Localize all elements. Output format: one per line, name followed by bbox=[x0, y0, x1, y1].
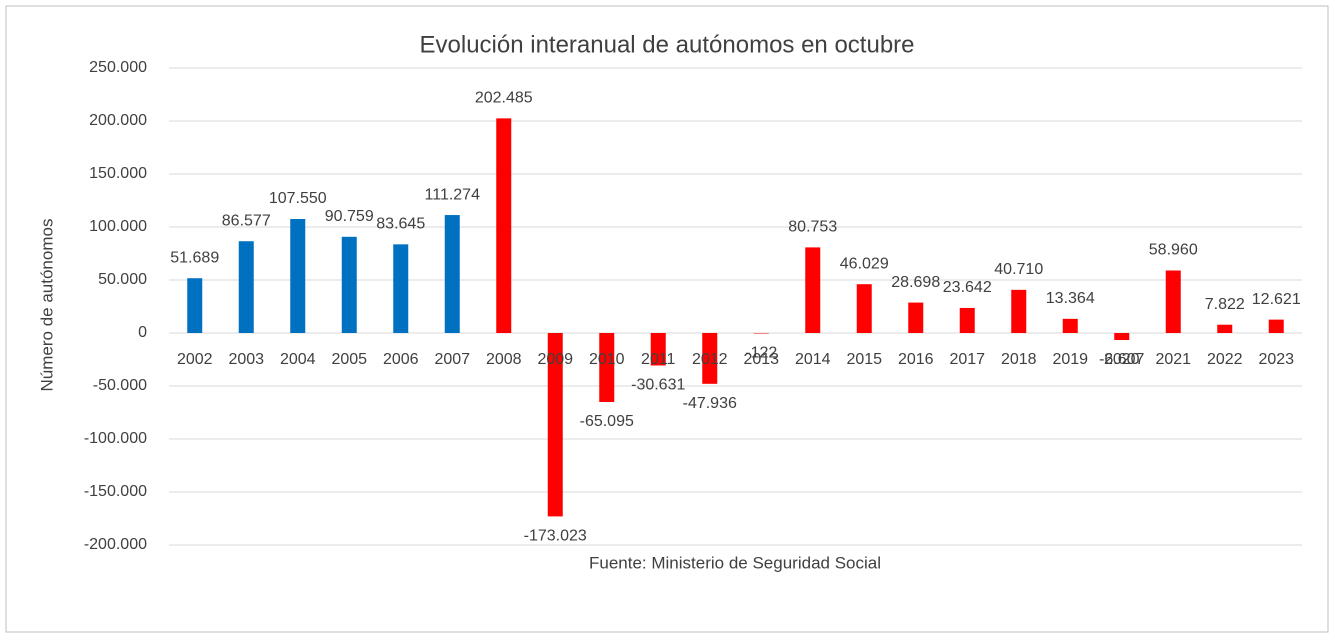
x-tick-label: 2002 bbox=[177, 351, 213, 368]
bar bbox=[341, 236, 357, 333]
x-tick-label: 2006 bbox=[383, 351, 419, 368]
y-tick-label: -200.000 bbox=[84, 536, 147, 553]
y-tick-label: 0 bbox=[138, 324, 147, 341]
y-tick-label: -50.000 bbox=[93, 377, 147, 394]
x-tick-label: 2013 bbox=[743, 351, 779, 368]
y-tick-label: -100.000 bbox=[84, 430, 147, 447]
value-label: -30.631 bbox=[631, 377, 685, 394]
bar bbox=[1062, 318, 1078, 333]
x-tick-label: 2014 bbox=[795, 351, 831, 368]
y-tick-label: 150.000 bbox=[89, 165, 147, 182]
value-label: 51.689 bbox=[170, 249, 219, 266]
bar bbox=[753, 333, 769, 334]
y-tick-label: -150.000 bbox=[84, 483, 147, 500]
value-label: 40.710 bbox=[994, 261, 1043, 278]
x-tick-label: 2019 bbox=[1052, 351, 1088, 368]
bar bbox=[547, 333, 563, 517]
bar bbox=[238, 241, 254, 333]
value-label: 202.485 bbox=[475, 90, 533, 107]
value-label: -47.936 bbox=[683, 395, 737, 412]
x-tick-label: 2005 bbox=[331, 351, 367, 368]
x-tick-label: 2022 bbox=[1207, 351, 1243, 368]
value-label: 90.759 bbox=[325, 208, 374, 225]
bar bbox=[1165, 270, 1181, 333]
bar bbox=[290, 218, 306, 333]
x-tick-label: 2016 bbox=[898, 351, 934, 368]
value-label: 46.029 bbox=[840, 255, 889, 272]
x-tick-label: 2021 bbox=[1155, 351, 1191, 368]
value-label: 13.364 bbox=[1046, 290, 1095, 307]
bar bbox=[1011, 289, 1027, 333]
value-label: -6.607 bbox=[1099, 351, 1144, 368]
value-label: 80.753 bbox=[788, 219, 837, 236]
bar bbox=[187, 278, 203, 333]
x-tick-label: 2015 bbox=[846, 351, 882, 368]
value-label: 23.642 bbox=[943, 279, 992, 296]
bar bbox=[496, 118, 512, 333]
x-tick-label: 2004 bbox=[280, 351, 316, 368]
value-label: 86.577 bbox=[222, 212, 271, 229]
bar bbox=[393, 244, 409, 333]
chart-title: Evolución interanual de autónomos en oct… bbox=[420, 31, 915, 58]
x-tick-label: 2003 bbox=[228, 351, 264, 368]
y-axis-title: Número de autónomos bbox=[37, 219, 56, 392]
x-tick-label: 2012 bbox=[692, 351, 728, 368]
bar bbox=[1114, 333, 1130, 341]
source-note: Fuente: Ministerio de Seguridad Social bbox=[589, 553, 881, 572]
x-tick-label: 2007 bbox=[434, 351, 470, 368]
value-label: 58.960 bbox=[1149, 242, 1198, 259]
x-tick-label: 2011 bbox=[641, 351, 676, 368]
y-tick-label: 50.000 bbox=[98, 271, 147, 288]
x-tick-label: 2017 bbox=[949, 351, 985, 368]
y-tick-label: 250.000 bbox=[89, 59, 147, 76]
chart-frame bbox=[5, 5, 1329, 633]
bar bbox=[702, 333, 718, 384]
bar bbox=[908, 302, 924, 333]
x-tick-label: 2009 bbox=[537, 351, 573, 368]
value-label: 12.621 bbox=[1252, 291, 1301, 308]
x-tick-label: 2018 bbox=[1001, 351, 1037, 368]
bar bbox=[959, 307, 975, 333]
y-tick-label: 100.000 bbox=[89, 218, 147, 235]
bar bbox=[650, 333, 666, 366]
y-tick-label: 200.000 bbox=[89, 112, 147, 129]
value-label: -65.095 bbox=[580, 413, 634, 430]
x-tick-label: 2020 bbox=[1104, 351, 1140, 368]
value-label: -173.023 bbox=[524, 528, 587, 545]
bar bbox=[1268, 319, 1284, 333]
value-label: 83.645 bbox=[376, 216, 425, 233]
bar bbox=[856, 284, 872, 333]
bar bbox=[805, 247, 821, 333]
value-label: 28.698 bbox=[891, 274, 940, 291]
bar bbox=[1217, 324, 1233, 333]
bar bbox=[599, 333, 615, 403]
x-tick-label: 2008 bbox=[486, 351, 522, 368]
x-tick-label: 2010 bbox=[589, 351, 625, 368]
value-label: 107.550 bbox=[269, 190, 327, 207]
bar bbox=[444, 215, 460, 333]
x-tick-label: 2023 bbox=[1258, 351, 1294, 368]
value-label: 111.274 bbox=[425, 186, 481, 203]
value-label: 7.822 bbox=[1205, 296, 1245, 313]
value-label: -122 bbox=[745, 344, 777, 361]
